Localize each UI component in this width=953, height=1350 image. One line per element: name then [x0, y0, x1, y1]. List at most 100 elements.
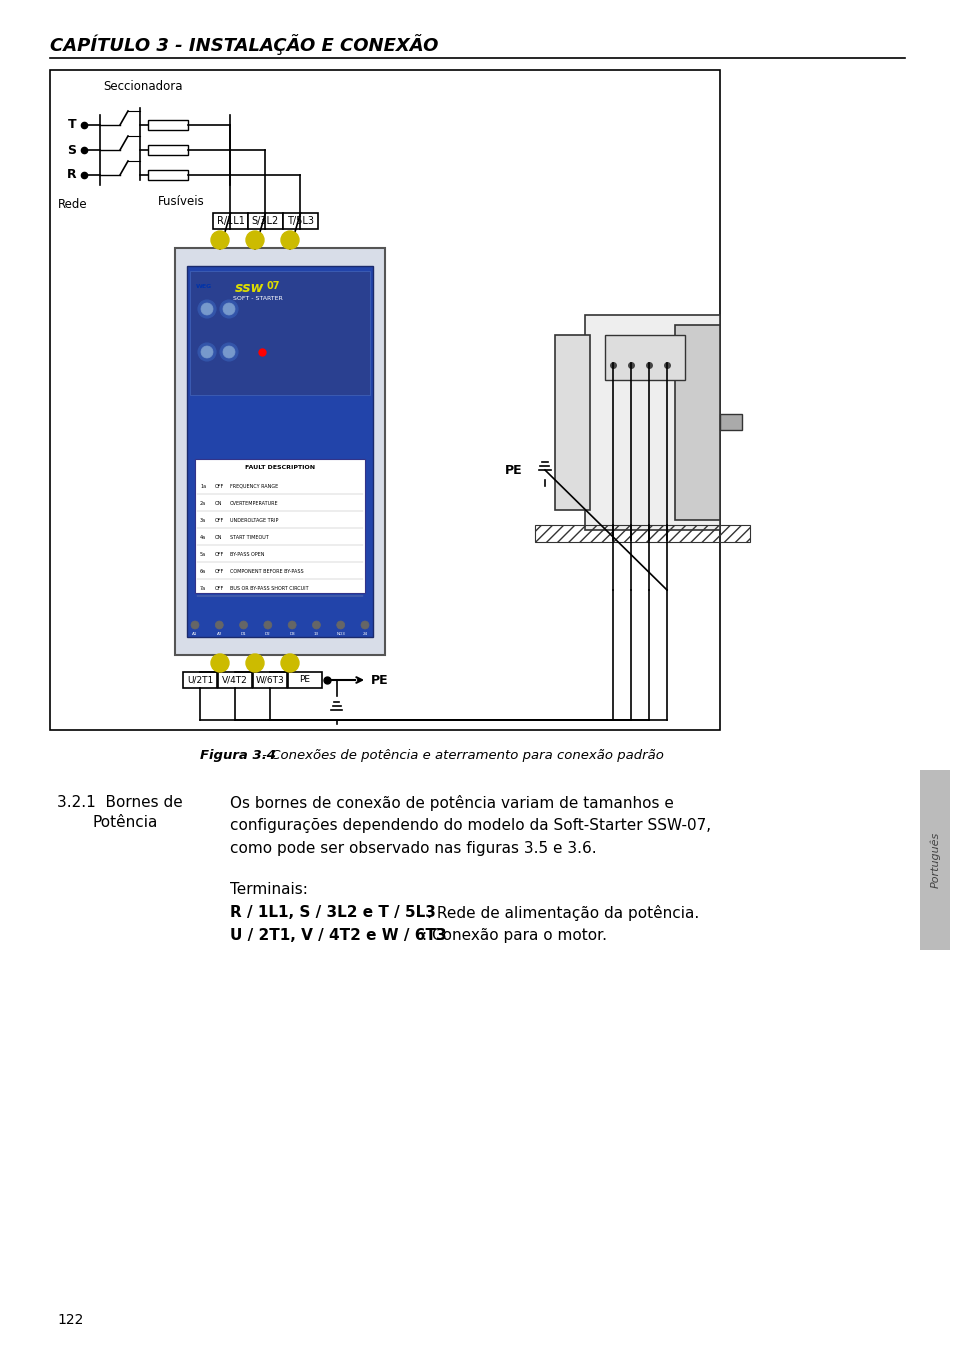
- Text: UNDEROLTAGE TRIP: UNDEROLTAGE TRIP: [230, 518, 278, 522]
- Circle shape: [281, 231, 298, 248]
- Text: S: S: [68, 143, 76, 157]
- Text: 122: 122: [57, 1314, 83, 1327]
- Text: R / 1L1, S / 3L2 e T / 5L3: R / 1L1, S / 3L2 e T / 5L3: [230, 904, 436, 919]
- Bar: [190, 271, 370, 396]
- Bar: [604, 335, 684, 379]
- Text: OFF: OFF: [214, 586, 224, 591]
- Circle shape: [211, 231, 229, 248]
- Bar: [535, 525, 749, 541]
- Text: OFF: OFF: [214, 552, 224, 558]
- Text: A1: A1: [193, 632, 197, 636]
- Text: 2a: 2a: [200, 501, 206, 506]
- Text: PE: PE: [299, 675, 310, 684]
- Text: ssw: ssw: [234, 281, 264, 296]
- Bar: [919, 769, 949, 950]
- Circle shape: [220, 300, 237, 319]
- Text: A2: A2: [216, 632, 222, 636]
- Circle shape: [215, 621, 223, 629]
- Bar: [183, 672, 216, 688]
- Text: Terminais:: Terminais:: [230, 882, 308, 896]
- Circle shape: [360, 621, 369, 629]
- Bar: [148, 120, 188, 130]
- Circle shape: [264, 621, 272, 629]
- Text: 1a: 1a: [200, 485, 206, 489]
- Bar: [675, 325, 720, 520]
- Circle shape: [191, 621, 199, 629]
- Text: Figura 3.4: Figura 3.4: [200, 748, 275, 761]
- Text: R/1L1: R/1L1: [216, 216, 244, 225]
- Text: NO3: NO3: [335, 632, 345, 636]
- Text: R: R: [67, 169, 77, 181]
- Text: ON: ON: [214, 535, 222, 540]
- Bar: [50, 70, 720, 730]
- Text: D1: D1: [240, 632, 246, 636]
- Text: 5a: 5a: [200, 552, 206, 558]
- Text: 6a: 6a: [200, 568, 206, 574]
- Text: OFF: OFF: [214, 485, 224, 489]
- Bar: [192, 278, 215, 294]
- Text: SOFT - STARTER: SOFT - STARTER: [233, 297, 282, 301]
- Circle shape: [201, 346, 213, 358]
- Circle shape: [223, 302, 234, 315]
- Text: T/5L3: T/5L3: [287, 216, 314, 225]
- Bar: [174, 248, 385, 655]
- Bar: [720, 414, 741, 431]
- Bar: [248, 213, 283, 230]
- Text: U / 2T1, V / 4T2 e W / 6T3: U / 2T1, V / 4T2 e W / 6T3: [230, 927, 446, 944]
- Circle shape: [288, 621, 295, 629]
- Text: FAULT DESCRIPTION: FAULT DESCRIPTION: [245, 464, 314, 470]
- Text: COMPONENT BEFORE BY-PASS: COMPONENT BEFORE BY-PASS: [230, 568, 303, 574]
- Circle shape: [281, 653, 298, 672]
- Text: U/2T1: U/2T1: [187, 675, 213, 684]
- Circle shape: [211, 653, 229, 672]
- Text: T: T: [68, 119, 76, 131]
- Circle shape: [246, 653, 264, 672]
- Text: Rede: Rede: [58, 198, 88, 211]
- Text: Potência: Potência: [92, 815, 158, 830]
- Text: BUS OR BY-PASS SHORT CIRCUIT: BUS OR BY-PASS SHORT CIRCUIT: [230, 586, 309, 591]
- Text: Seccionadora: Seccionadora: [103, 80, 182, 93]
- Text: CAPÍTULO 3 - INSTALAÇÃO E CONEXÃO: CAPÍTULO 3 - INSTALAÇÃO E CONEXÃO: [50, 35, 438, 55]
- Bar: [555, 335, 589, 510]
- Text: FREQUENCY RANGE: FREQUENCY RANGE: [230, 485, 278, 489]
- Bar: [187, 266, 373, 637]
- Bar: [584, 315, 720, 531]
- Circle shape: [246, 231, 264, 248]
- Text: Os bornes de conexão de potência variam de tamanhos e: Os bornes de conexão de potência variam …: [230, 795, 673, 811]
- Text: Fusíveis: Fusíveis: [158, 194, 205, 208]
- Text: 13: 13: [314, 632, 318, 636]
- Text: BY-PASS OPEN: BY-PASS OPEN: [230, 552, 264, 558]
- Text: configurações dependendo do modelo da Soft-Starter SSW-07,: configurações dependendo do modelo da So…: [230, 818, 710, 833]
- Circle shape: [220, 343, 237, 360]
- Text: D2: D2: [265, 632, 271, 636]
- Text: 24: 24: [362, 632, 367, 636]
- Bar: [253, 672, 287, 688]
- Circle shape: [201, 302, 213, 315]
- Circle shape: [336, 621, 344, 629]
- Text: 07: 07: [267, 281, 280, 292]
- Text: START TIMEOUT: START TIMEOUT: [230, 535, 269, 540]
- Bar: [194, 459, 365, 593]
- Text: : Rede de alimentação da potência.: : Rede de alimentação da potência.: [421, 904, 699, 921]
- Circle shape: [312, 621, 320, 629]
- Bar: [213, 213, 248, 230]
- Circle shape: [223, 346, 234, 358]
- Bar: [283, 213, 317, 230]
- Text: OFF: OFF: [214, 568, 224, 574]
- Text: WEG: WEG: [195, 284, 212, 289]
- Bar: [148, 144, 188, 155]
- Text: 7a: 7a: [200, 586, 206, 591]
- Bar: [148, 170, 188, 180]
- Text: PE: PE: [371, 674, 388, 687]
- Text: : Conexão para o motor.: : Conexão para o motor.: [421, 927, 606, 944]
- Text: 4a: 4a: [200, 535, 206, 540]
- Text: W/6T3: W/6T3: [255, 675, 284, 684]
- Text: PE: PE: [505, 463, 522, 477]
- Bar: [218, 672, 252, 688]
- Text: 3a: 3a: [200, 518, 206, 522]
- Text: 3.2.1  Bornes de: 3.2.1 Bornes de: [57, 795, 183, 810]
- Text: OVERTEMPERATURE: OVERTEMPERATURE: [230, 501, 278, 506]
- Text: V/4T2: V/4T2: [222, 675, 248, 684]
- Text: Português: Português: [929, 832, 940, 888]
- Circle shape: [198, 300, 215, 319]
